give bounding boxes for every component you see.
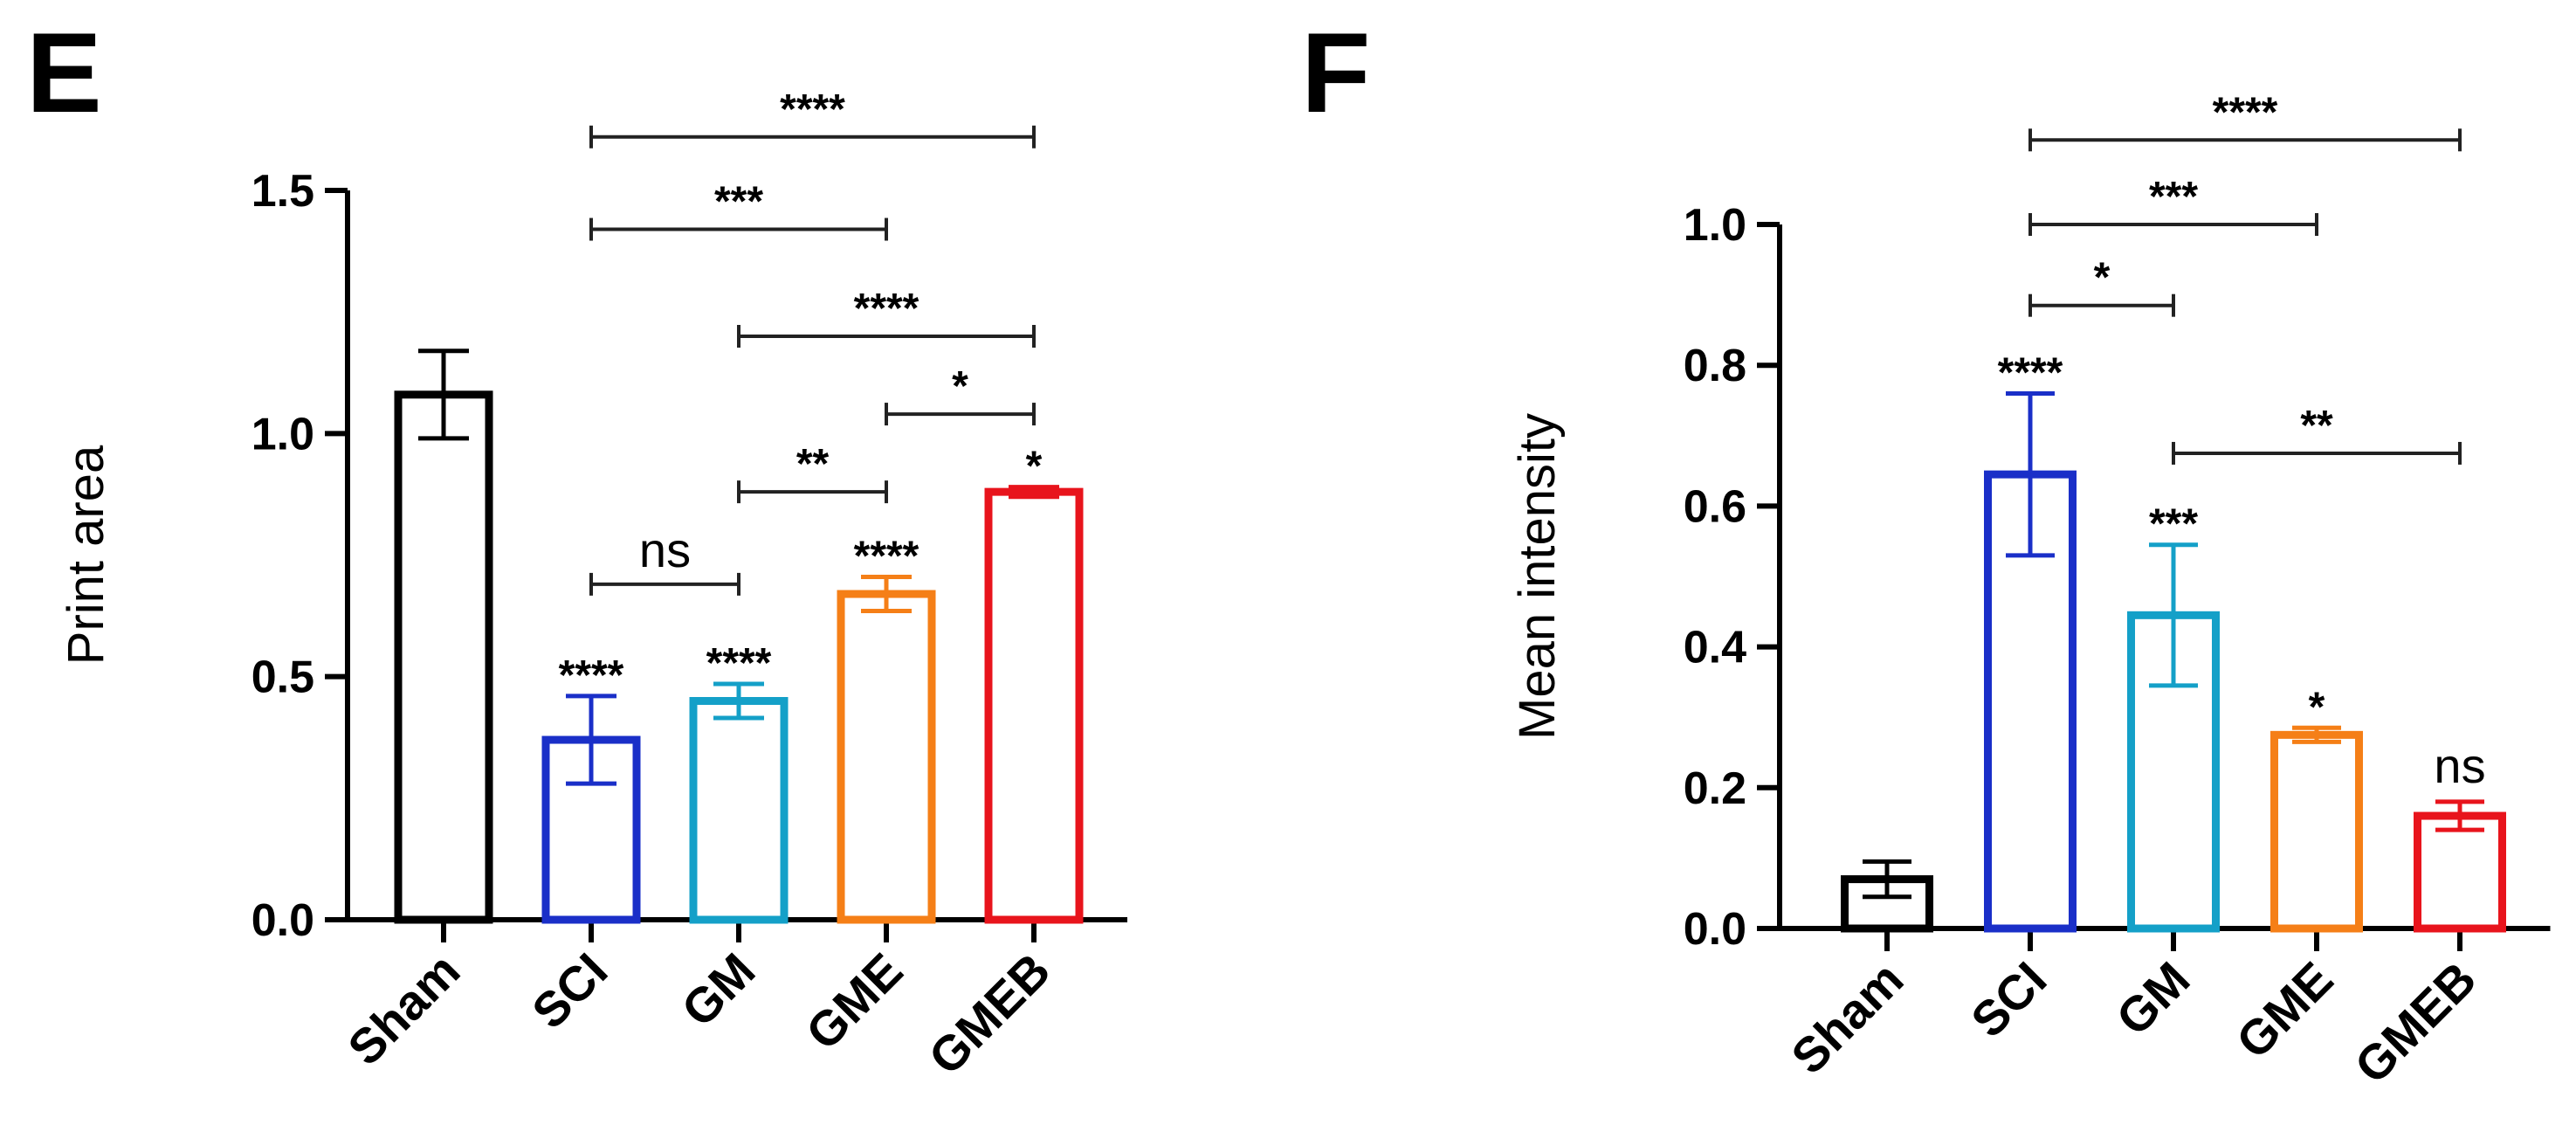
bar-significance-label: * <box>2309 684 2325 730</box>
comparison-label: ns <box>639 522 691 577</box>
panel-letter-e: E <box>26 9 102 136</box>
bar-significance-label: **** <box>706 640 772 687</box>
panel-f: F Mean intensity 0.0 0.2 0.4 0.6 0.8 1.0 Sham *… <box>1301 9 2551 1094</box>
y-tick-label: 0.8 <box>1684 341 1746 391</box>
comparison-label: *** <box>714 179 763 225</box>
x-tick-label: Sham <box>337 942 470 1075</box>
bar-gmeb <box>2414 811 2506 933</box>
y-tick-label: 0.6 <box>1684 481 1746 532</box>
panel-letter-f: F <box>1301 9 1370 136</box>
bar-significance-label: **** <box>559 652 624 699</box>
bar-significance-label: **** <box>854 534 920 580</box>
x-tick-label: GM <box>2105 951 2200 1046</box>
x-tick-label: GMEB <box>918 942 1060 1085</box>
y-tick-label: 1.5 <box>251 166 314 217</box>
x-tick-label: GME <box>796 942 913 1060</box>
comparison-label: ** <box>2300 403 2333 449</box>
bar-gm <box>689 697 789 924</box>
panel-e: E Print area 0.00.51.01.5Sham****SCI****… <box>26 9 1127 1085</box>
y-axis-title-e: Print area <box>58 445 114 665</box>
y-tick-label: 0.4 <box>1684 623 1746 673</box>
y-tick-label: 0.0 <box>1684 904 1746 955</box>
comparison-label: * <box>952 363 968 410</box>
x-tick-label: Sham <box>1780 951 1913 1084</box>
bar-gme <box>837 590 936 924</box>
comparison-label: **** <box>780 86 845 133</box>
comparison-label: *** <box>2149 174 2198 220</box>
comparison-label: **** <box>2213 89 2278 135</box>
bar-sham <box>394 390 493 924</box>
x-tick-label: SCI <box>521 942 618 1039</box>
bar-significance-label: * <box>1026 444 1043 490</box>
y-tick-label: 0.2 <box>1684 763 1746 814</box>
bar-gmeb <box>984 487 1084 924</box>
comparison-label: * <box>2094 255 2111 301</box>
y-tick-label: 0.0 <box>251 895 314 946</box>
x-tick-label: GMEB <box>2344 951 2486 1094</box>
y-tick-label: 1.0 <box>251 409 314 459</box>
y-axis-title-f: Mean intensity <box>1509 413 1566 740</box>
x-tick-label: GME <box>2226 951 2344 1069</box>
comparison-label: ** <box>796 441 830 487</box>
bar-significance-label: *** <box>2149 501 2198 548</box>
y-tick-label: 0.5 <box>251 652 314 703</box>
y-tick-label: 1.0 <box>1684 200 1746 251</box>
x-tick-label: GM <box>671 942 765 1037</box>
bar-significance-label: **** <box>1998 349 2063 396</box>
comparison-label: **** <box>854 286 920 332</box>
bar-gme <box>2270 730 2363 933</box>
bar-significance-label: ns <box>2434 738 2485 793</box>
x-tick-label: SCI <box>1960 951 2057 1048</box>
